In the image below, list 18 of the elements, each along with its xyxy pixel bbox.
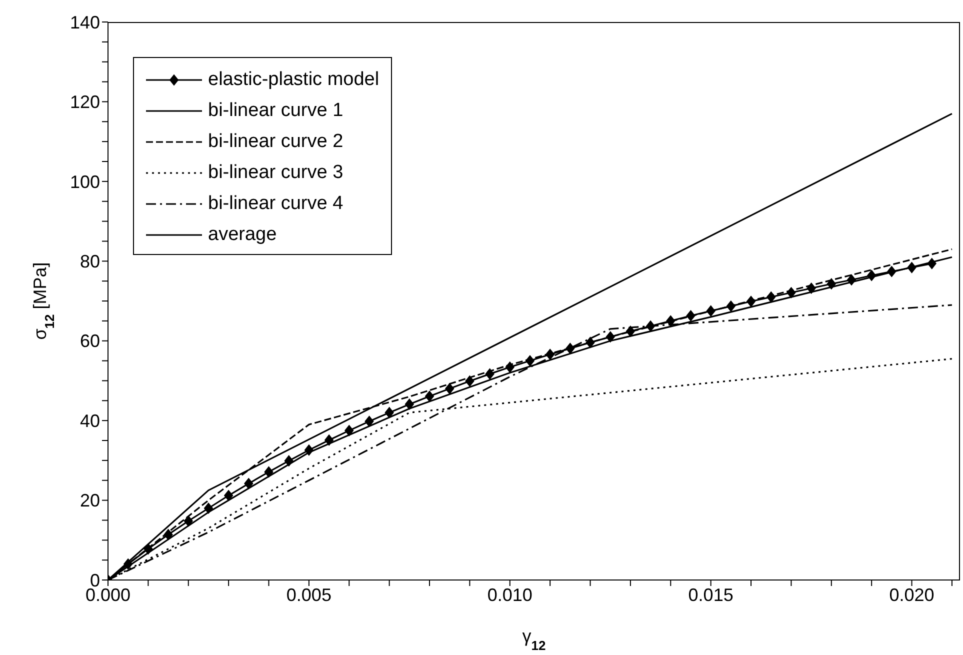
y-tick-label: 40 — [80, 410, 100, 431]
x-tick-label: 0.015 — [688, 584, 734, 605]
x-axis-title: γ$_{12}$ — [522, 626, 546, 652]
legend-label: bi-linear curve 2 — [208, 130, 344, 152]
legend-label: elastic-plastic model — [208, 68, 380, 90]
y-tick-label: 80 — [80, 252, 100, 272]
y-tick-label: 140 — [70, 12, 100, 32]
y-tick-label: 60 — [80, 331, 100, 352]
x-tick-label: 0.010 — [487, 584, 532, 605]
x-tick-label: 0.005 — [286, 584, 332, 605]
legend-label: bi-linear curve 1 — [208, 100, 344, 122]
y-tick-label: 120 — [70, 92, 100, 112]
legend-label: bi-linear curve 3 — [208, 162, 344, 184]
x-tick-label: 0.020 — [889, 584, 934, 605]
legend-label: bi-linear curve 4 — [208, 192, 344, 214]
legend-label: average — [208, 224, 277, 246]
y-tick-label: 100 — [70, 172, 100, 192]
y-tick-label: 20 — [80, 490, 100, 511]
